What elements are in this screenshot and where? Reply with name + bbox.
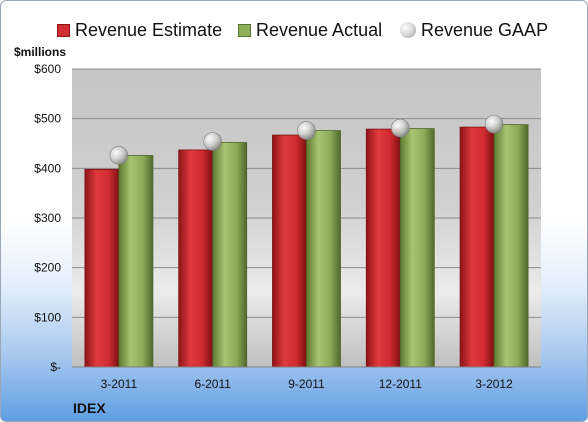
bar-revenue-estimate: [459, 126, 495, 368]
legend-label-gaap: Revenue GAAP: [421, 19, 549, 40]
y-axis-unit-label: $millions: [14, 45, 67, 59]
legend-swatch-estimate: [57, 23, 70, 37]
y-tick-label: $400: [34, 161, 61, 175]
x-tick-label: 3-2012: [475, 377, 513, 391]
bar-revenue-actual: [399, 128, 435, 368]
legend-item-actual: Revenue Actual: [238, 18, 382, 42]
y-tick-label: $100: [34, 310, 61, 324]
bar-revenue-actual: [212, 142, 248, 368]
bar-revenue-actual: [306, 130, 341, 368]
bar-revenue-estimate: [84, 168, 120, 368]
legend: Revenue Estimate Revenue Actual Revenue …: [1, 18, 587, 42]
x-tick-label: 6-2011: [194, 377, 231, 391]
bar-revenue-estimate: [272, 134, 307, 368]
point-revenue-gaap: [297, 121, 316, 140]
y-tick-label: $-: [50, 360, 61, 374]
y-tick-label: $300: [34, 211, 61, 225]
bar-revenue-actual: [118, 155, 154, 368]
y-tick-label: $500: [34, 112, 61, 126]
point-revenue-gaap: [390, 118, 410, 138]
company-label: IDEX: [73, 400, 106, 416]
x-tick-label: 3-2011: [101, 377, 138, 391]
point-revenue-gaap: [484, 114, 504, 134]
legend-swatch-actual: [238, 23, 251, 37]
legend-item-estimate: Revenue Estimate: [57, 18, 222, 42]
legend-label-actual: Revenue Actual: [256, 19, 383, 40]
point-revenue-gaap: [109, 146, 129, 165]
y-tick-label: $200: [34, 261, 61, 275]
y-tick-label: $600: [34, 62, 61, 76]
bar-revenue-estimate: [178, 149, 214, 368]
bar-revenue-actual: [493, 124, 529, 368]
x-tick-label: 9-2011: [288, 377, 325, 391]
legend-label-estimate: Revenue Estimate: [75, 19, 223, 40]
legend-marker-gaap: [400, 22, 416, 38]
legend-item-gaap: Revenue GAAP: [400, 18, 548, 42]
x-tick-label: 12-2011: [379, 377, 422, 391]
bar-revenue-estimate: [365, 128, 401, 368]
point-revenue-gaap: [203, 132, 222, 151]
